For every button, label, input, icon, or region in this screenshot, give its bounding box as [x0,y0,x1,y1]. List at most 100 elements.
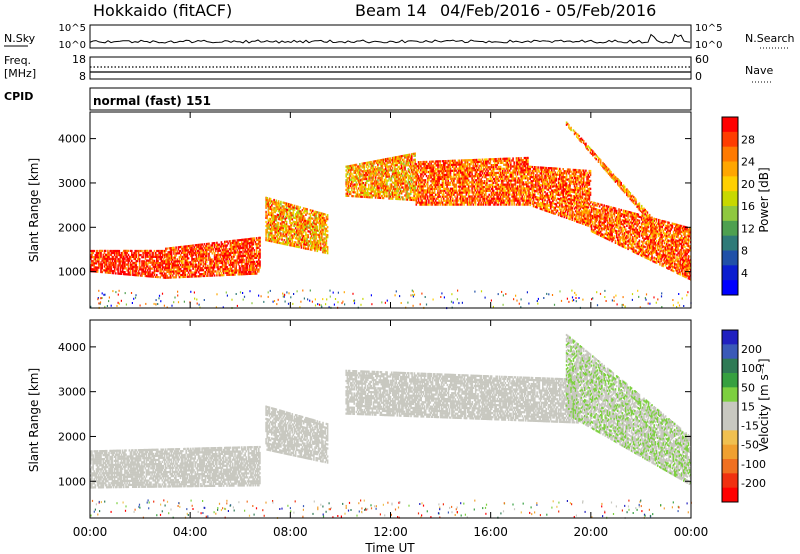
power-cell [234,247,236,250]
power-cell [357,187,360,190]
power-cell [314,237,316,240]
power-cell [199,245,201,248]
power-cell [364,189,367,193]
power-cell [228,263,231,267]
power-cell [158,264,160,267]
power-cell [318,211,321,214]
power-cell [275,229,278,232]
power-cell [352,166,354,169]
power-cell [170,248,173,252]
power-cell [419,167,421,170]
power-cell [249,246,251,249]
power-cell [408,175,411,178]
power-cell [251,255,253,258]
power-cell [448,191,451,194]
power-cell [376,172,378,175]
power-cell [402,166,404,169]
power-cell [234,253,236,256]
power-cell [208,256,210,259]
power-cell [453,187,455,190]
power-cell [265,235,267,238]
power-cell [245,270,248,274]
power-cell [402,154,404,158]
power-cell [448,203,451,206]
power-cell [421,201,423,204]
power-cell [323,217,325,220]
power-cell [322,216,324,219]
power-cell [447,169,449,172]
power-cell [286,229,289,232]
power-cell [420,175,422,178]
power-cell [421,195,423,198]
power-cell [191,248,193,251]
power-cell [445,162,447,165]
power-cell [266,225,268,228]
power-cell [444,175,446,178]
power-cell [504,169,506,172]
power-cell [314,210,316,213]
power-cell [181,251,183,254]
power-cell [316,243,319,246]
power-cell [201,269,203,272]
power-cell [217,243,219,246]
power-cell [422,175,424,178]
power-cell [290,228,292,231]
power-cell [201,247,203,250]
power-cell [225,244,227,247]
power-cell [307,234,309,237]
power-cell [208,244,210,247]
power-cell [309,209,312,212]
power-cell [156,261,158,265]
power-cell [408,169,411,172]
power-cell [371,194,373,197]
power-cell [374,196,377,199]
power-cell [146,253,149,256]
power-cell [359,183,361,186]
power-cell [319,232,322,235]
power-cell [105,257,108,260]
power-cell [96,266,99,269]
power-cell [434,199,437,202]
power-cell [392,172,395,175]
power-cell [429,160,431,163]
power-cell [173,266,175,269]
power-cell [149,261,151,264]
power-cell [160,274,163,277]
power-cell [305,207,307,211]
power-cell [188,261,191,264]
power-cell [164,260,166,263]
power-cell [437,178,439,181]
power-cell [219,268,222,271]
power-cell [184,271,186,274]
power-cell [355,195,358,198]
power-cell [402,174,404,177]
power-cell [200,255,202,258]
power-cell [422,195,424,198]
power-cell [394,170,396,173]
power-cell [204,272,207,276]
power-cell [192,259,194,263]
power-cell [103,259,106,262]
power-cell [379,167,381,170]
power-cell [481,193,484,196]
power-cell [161,272,164,275]
power-cell [389,161,392,164]
power-cell [422,183,424,186]
power-cell [316,225,319,228]
power-cell [345,194,347,197]
power-cell [273,238,275,241]
power-cell [149,273,151,276]
power-cell [123,273,125,276]
power-cell [491,179,494,182]
power-cell [489,189,492,192]
power-band-0 [90,249,166,279]
power-cell [309,236,312,239]
power-cell [471,177,473,180]
power-cell [448,169,451,172]
power-cell [282,213,284,216]
power-cell [409,161,412,164]
power-cell [378,186,380,190]
power-cell [314,235,316,238]
power-cell [454,177,456,180]
power-cell [207,274,209,277]
